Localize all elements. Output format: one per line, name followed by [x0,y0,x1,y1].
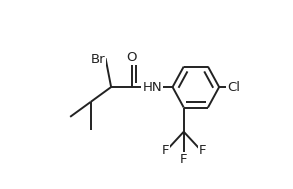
Text: O: O [126,51,137,64]
Text: F: F [199,144,206,157]
Text: F: F [180,153,188,166]
Text: Cl: Cl [228,81,241,94]
Text: F: F [161,144,169,157]
Text: HN: HN [142,81,162,94]
Text: Br: Br [91,53,105,66]
